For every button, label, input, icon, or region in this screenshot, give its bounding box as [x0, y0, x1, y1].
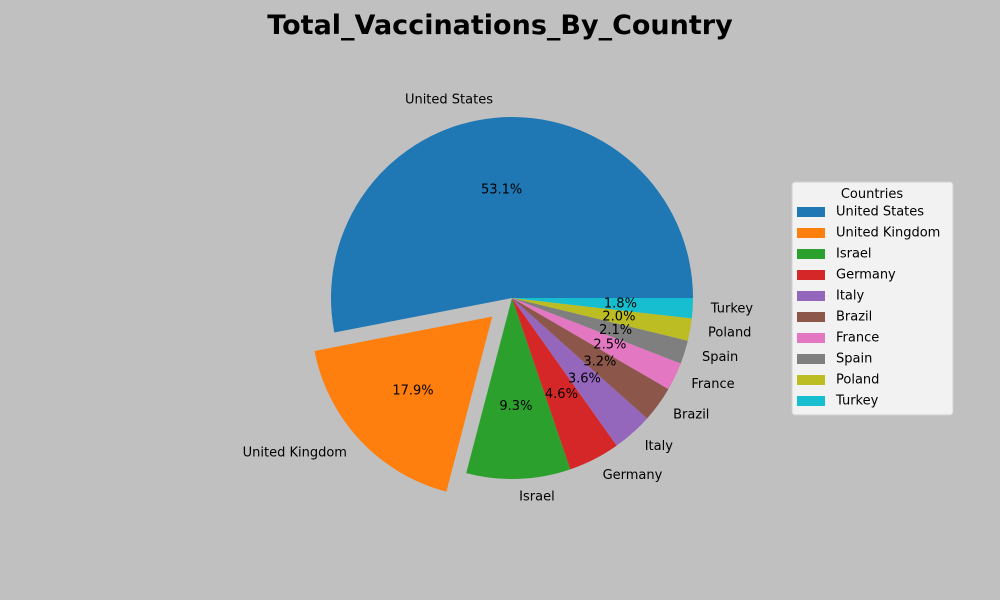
legend-swatch-israel: [797, 249, 825, 259]
legend-label-united-states: United States: [836, 205, 924, 220]
legend-swatch-germany: [797, 270, 825, 280]
slice-turkey: [512, 298, 693, 319]
category-label-turkey: Turkey: [710, 302, 754, 317]
percent-label-israel: 9.3%: [499, 399, 532, 414]
percent-label-germany: 4.6%: [545, 387, 578, 402]
legend-title: Countries: [841, 187, 904, 202]
category-label-germany: Germany: [603, 468, 663, 483]
legend-swatch-united-kingdom: [797, 228, 825, 238]
legend-label-israel: Israel: [836, 247, 872, 262]
percent-label-france: 2.5%: [593, 338, 626, 353]
legend-label-spain: Spain: [836, 352, 872, 367]
percent-label-turkey: 1.8%: [604, 297, 637, 312]
pie-slices: [314, 117, 693, 492]
percent-label-poland: 2.0%: [602, 309, 635, 324]
category-label-italy: Italy: [645, 439, 674, 454]
slice-germany: [512, 298, 617, 470]
legend-swatch-poland: [797, 375, 825, 385]
chart-title: Total_Vaccinations_By_Country: [267, 10, 733, 41]
slice-poland: [512, 298, 692, 341]
category-label-poland: Poland: [708, 325, 751, 340]
legend-label-germany: Germany: [836, 268, 896, 283]
legend-label-poland: Poland: [836, 373, 879, 388]
percent-label-united-states: 53.1%: [481, 182, 522, 197]
percent-label-spain: 2.1%: [599, 323, 632, 338]
percent-label-brazil: 3.2%: [583, 354, 616, 369]
category-label-united-kingdom: United Kingdom: [243, 445, 347, 460]
legend-items: United States United Kingdom Israel Germany…: [797, 205, 940, 409]
slice-united-states: [331, 117, 693, 333]
slice-spain: [512, 298, 688, 364]
category-label-france: France: [691, 377, 734, 392]
legend-label-united-kingdom: United Kingdom: [836, 226, 940, 241]
legend-swatch-brazil: [797, 312, 825, 322]
legend-swatch-france: [797, 333, 825, 343]
percent-labels: 53.1% 17.9% 9.3% 4.6%3.6% 3.2%2.5%2.1%2.0%1.…: [392, 182, 637, 414]
percent-label-italy: 3.6%: [568, 371, 601, 386]
category-labels: United States United Kingdom Israel Germany…: [243, 92, 754, 504]
slice-brazil: [512, 298, 669, 419]
category-label-united-states: United States: [405, 92, 493, 107]
percent-label-united-kingdom: 17.9%: [392, 383, 433, 398]
legend-swatch-italy: [797, 291, 825, 301]
legend-box: [791, 181, 954, 416]
legend-label-italy: Italy: [836, 289, 865, 304]
legend-label-brazil: Brazil: [836, 310, 872, 325]
category-label-spain: Spain: [702, 350, 738, 365]
slice-france: [512, 298, 681, 390]
slice-united-kingdom: [314, 316, 493, 492]
category-label-israel: Israel: [519, 489, 555, 504]
slice-israel: [466, 298, 571, 479]
legend-swatch-turkey: [797, 396, 825, 406]
legend-label-france: France: [836, 331, 879, 346]
category-label-brazil: Brazil: [673, 407, 709, 422]
legend: Countries United States United Kingdom Isr…: [791, 181, 954, 416]
legend-swatch-united-states: [797, 207, 825, 217]
legend-label-turkey: Turkey: [835, 394, 879, 409]
legend-swatch-spain: [797, 354, 825, 364]
slice-italy: [512, 298, 648, 446]
